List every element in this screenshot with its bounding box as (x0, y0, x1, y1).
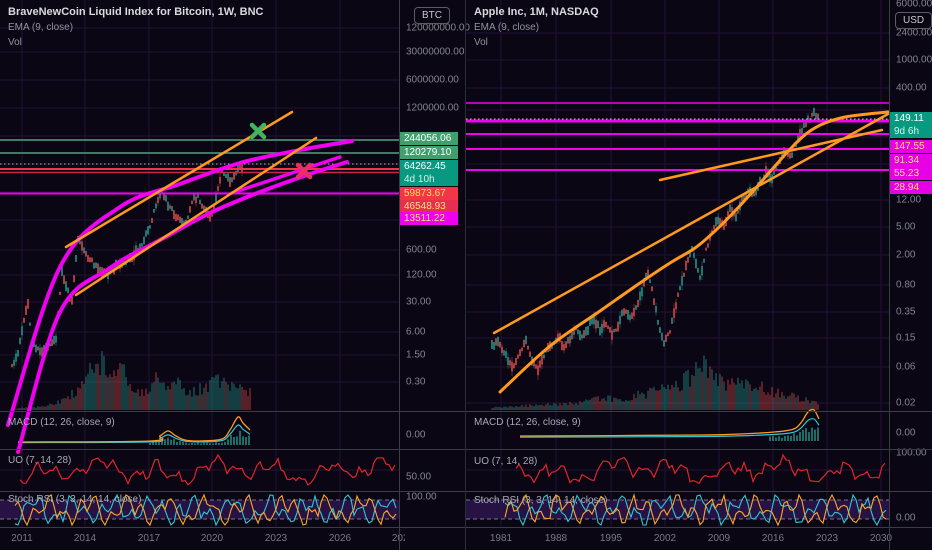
left-price-scale[interactable]: 300000000.00 120000000.00 30000000.00 60000… (400, 0, 470, 527)
price-label: 13511.22 (400, 211, 458, 225)
price-scale-label: 2400.00 (896, 27, 932, 39)
year-label: 2030 (869, 533, 893, 544)
price-scale-label: 100.00 (406, 491, 437, 503)
right-price-scale[interactable]: 6000.00 2400.00 1000.00 400.00 12.00 5.00 2.00… (890, 0, 932, 527)
right-ema-legend[interactable]: EMA (9, close) (474, 22, 540, 33)
year-label: 2023 (264, 533, 288, 544)
year-label: 2009 (707, 533, 731, 544)
right-time-scale[interactable]: 1981 1988 1995 2002 2009 2016 2023 2030 (0, 527, 932, 550)
year-label: 2020 (200, 533, 224, 544)
price-scale-label: 0.80 (896, 279, 916, 291)
price-scale-label: 300000000.00 (406, 0, 470, 2)
price-scale-label: 0.35 (896, 306, 916, 318)
price-label: 120279.10 (400, 146, 458, 159)
year-label: 2023 (815, 533, 839, 544)
pane-separator-macd[interactable] (0, 411, 932, 412)
left-symbol-title[interactable]: BraveNewCoin Liquid Index for Bitcoin, 1… (8, 6, 264, 18)
right-macd-label[interactable]: MACD (12, 26, close, 9) (474, 417, 581, 428)
price-scale-label: 100.00 (896, 447, 927, 459)
price-scale-label: 120000000.00 (406, 22, 470, 34)
price-scale-label: 600.00 (406, 244, 437, 256)
chart-module-divider[interactable] (465, 0, 466, 550)
right-vol-legend[interactable]: Vol (474, 37, 488, 48)
pane-separator-uo[interactable] (0, 449, 932, 450)
price-scale-label: 0.00 (896, 512, 916, 524)
time-axis-border (0, 527, 932, 528)
right-uo-label[interactable]: UO (7, 14, 28) (474, 456, 538, 467)
price-scale-label: 50.00 (406, 471, 432, 483)
year-label: 2029 (392, 533, 405, 544)
pane-separator-stoch[interactable] (0, 491, 932, 492)
year-label: 1981 (489, 533, 513, 544)
price-scale-label: 0.00 (896, 427, 916, 439)
price-scale-label: 6000.00 (896, 0, 932, 10)
price-label: 9d 6h (890, 125, 932, 138)
price-scale-label: 0.06 (896, 361, 916, 373)
price-scale-label: 1200000.00 (406, 102, 459, 114)
price-scale-label: 6000000.00 (406, 74, 459, 86)
price-label: 28.94 (890, 180, 932, 194)
price-label: 46548.93 (400, 199, 458, 213)
year-label: 2016 (761, 533, 785, 544)
price-label: 91.34 (890, 153, 932, 167)
price-scale-label: 30.00 (406, 296, 432, 308)
right-price-axis-border (889, 0, 890, 550)
price-scale-label: 5.00 (896, 221, 916, 233)
price-scale-label: 120.00 (406, 269, 437, 281)
left-uo-label[interactable]: UO (7, 14, 28) (8, 455, 72, 466)
price-label: 4d 10h (400, 173, 458, 186)
left-stoch-label[interactable]: Stoch RSI (3, 3, 14, 14, close) (8, 494, 142, 505)
usd-currency-badge[interactable]: USD (895, 12, 932, 29)
year-label: 2011 (11, 533, 33, 544)
left-macd-label[interactable]: MACD (12, 26, close, 9) (8, 417, 115, 428)
left-symbol-legend: BraveNewCoin Liquid Index for Bitcoin, 1… (8, 5, 263, 50)
price-label: 147.55 (890, 140, 932, 153)
year-label: 2026 (328, 533, 352, 544)
left-ema-legend[interactable]: EMA (9, close) (8, 22, 74, 33)
price-scale-label: 6.00 (406, 326, 426, 338)
price-scale-label: 400.00 (896, 82, 927, 94)
left-time-scale[interactable]: 2011 2014 2017 2020 2023 2026 2029 (0, 527, 405, 550)
price-label: 149.11 (890, 112, 932, 125)
year-label: 2002 (653, 533, 677, 544)
price-scale-label: 0.30 (406, 376, 426, 388)
price-scale-label: 1.50 (406, 349, 426, 361)
left-vol-legend[interactable]: Vol (8, 37, 22, 48)
price-scale-label: 0.15 (896, 332, 916, 344)
right-stoch-label[interactable]: Stoch RSI (3, 3, 14, 14, close) (474, 495, 608, 506)
price-scale-label: 0.02 (896, 397, 916, 409)
right-symbol-legend: Apple Inc, 1M, NASDAQ EMA (9, close) Vol (474, 5, 599, 50)
year-label: 1995 (599, 533, 623, 544)
price-label: 64262.45 (400, 160, 458, 173)
price-scale-label: 30000000.00 (406, 46, 465, 58)
year-label: 1988 (544, 533, 568, 544)
price-label: 55.23 (890, 167, 932, 180)
price-scale-label: 12.00 (896, 194, 922, 206)
price-scale-label: 1000.00 (896, 54, 932, 66)
price-label: 244056.06 (400, 132, 458, 145)
price-label: 59873.67 (400, 187, 458, 200)
left-price-axis-border (399, 0, 400, 550)
right-symbol-title[interactable]: Apple Inc, 1M, NASDAQ (474, 6, 599, 18)
price-scale-label: 0.00 (406, 429, 426, 441)
year-label: 2014 (73, 533, 97, 544)
price-scale-label: 2.00 (896, 249, 916, 261)
year-label: 2017 (137, 533, 161, 544)
btc-currency-badge[interactable]: BTC (414, 7, 450, 24)
